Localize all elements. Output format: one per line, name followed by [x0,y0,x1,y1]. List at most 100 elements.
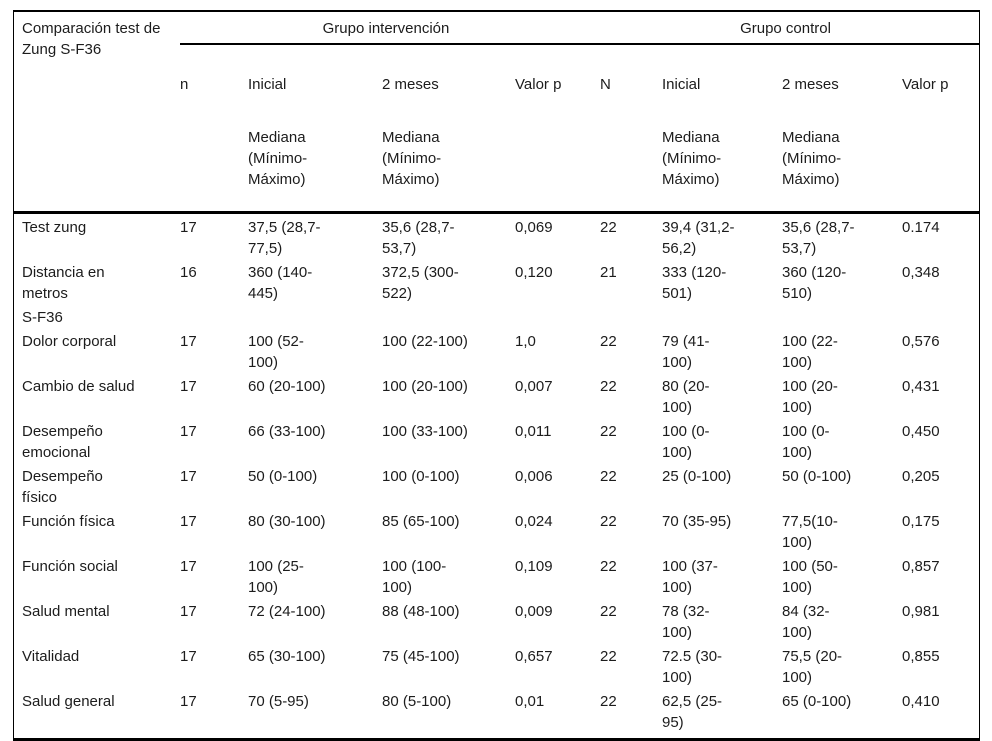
table-cell: 100 (20-100) [382,378,468,395]
table-title: Comparación test de Zung S-F36 [14,12,180,214]
table-cell [782,304,902,328]
table-cell: 100 (0- 100) [662,423,710,461]
table-cell: 0,006 [515,468,553,485]
table-header: Comparación test de Zung S-F36 Grupo int… [14,12,980,214]
table-cell [248,304,382,328]
table-cell: 100 (0-100) [382,468,460,485]
table-cell: 22 [600,333,617,350]
col-header-label: Inicial [248,76,287,93]
row-label: Salud mental [22,603,110,620]
table-cell: 66 (33-100) [248,423,326,440]
table-cell: 16 [180,264,197,281]
table-cell: 72.5 (30- 100) [662,648,723,686]
col-header-2meses-intervention: 2 meses Mediana (Mínimo- Máximo) [382,44,515,214]
table-cell: 100 (50- 100) [782,558,838,596]
table-body: Test zung 17 37,5 (28,7- 77,5) 35,6 (28,7- … [14,213,979,739]
table-cell [515,304,600,328]
table-cell: 1,0 [515,333,536,350]
row-label: Desempeño emocional [22,423,103,461]
col-header-label: 2 meses [782,76,839,93]
col-header-label: Inicial [662,76,701,93]
table-cell: 100 (37- 100) [662,558,718,596]
col-header-label: 2 meses [382,76,439,93]
row-label: Distancia en metros [22,264,105,302]
table-cell: 0.174 [902,219,940,236]
col-header-inicial-control: Inicial Mediana (Mínimo- Máximo) [662,44,782,214]
table-row: Test zung 17 37,5 (28,7- 77,5) 35,6 (28,7- … [14,213,979,260]
table-cell: 17 [180,603,197,620]
row-label: Dolor corporal [22,333,117,350]
table-cell: 50 (0-100) [782,468,852,485]
table-cell: 17 [180,648,197,665]
table-row: Función social 17 100 (25- 100) 100 (100- 1… [14,553,979,598]
table-cell: 50 (0-100) [248,468,318,485]
col-header-sublabel: Mediana (Mínimo- Máximo) [382,129,442,188]
table-row: Vitalidad 17 65 (30-100) 75 (45-100) 0,657 22… [14,643,979,688]
table-cell: 100 (100- 100) [382,558,447,596]
table-cell: 77,5(10- 100) [782,513,838,551]
table-cell: 60 (20-100) [248,378,326,395]
table-cell: 360 (140- 445) [248,264,313,302]
comparison-table: Comparación test de Zung S-F36 Grupo int… [14,12,980,739]
table-cell: 39,4 (31,2- 56,2) [662,219,735,257]
table-cell: 0,024 [515,513,553,530]
row-label: Función social [22,558,118,575]
table-cell: 100 (52- 100) [248,333,304,371]
section-row: S-F36 [14,304,979,328]
table-cell: 0,576 [902,333,940,350]
table-cell: 100 (33-100) [382,423,468,440]
table-cell: 22 [600,468,617,485]
col-header-n-control: N [600,44,662,214]
table-cell: 22 [600,693,617,710]
table-cell: 100 (0- 100) [782,423,830,461]
table-cell: 0,011 [515,423,552,440]
table-row: Salud general 17 70 (5-95) 80 (5-100) 0,01 22… [14,688,979,738]
table-cell: 22 [600,219,617,236]
table-cell: 85 (65-100) [382,513,460,530]
table-cell: 0,857 [902,558,940,575]
row-label: Función física [22,513,115,530]
group-header-row: Comparación test de Zung S-F36 Grupo int… [14,12,980,214]
table-cell: 75,5 (20- 100) [782,648,843,686]
table-cell: 84 (32- 100) [782,603,830,641]
table-row: Desempeño emocional 17 66 (33-100) 100 (33-… [14,418,979,463]
table-cell: 0,205 [902,468,940,485]
col-header-sublabel: Mediana (Mínimo- Máximo) [248,129,308,188]
col-header-valorp-intervention: Valor p [515,44,600,214]
col-header-inicial-intervention: Inicial Mediana (Mínimo- Máximo) [248,44,382,214]
table-cell: 70 (5-95) [248,693,309,710]
table-row: Desempeño físico 17 50 (0-100) 100 (0-100) 0… [14,463,979,508]
table-cell: 360 (120- 510) [782,264,847,302]
table-cell: 22 [600,558,617,575]
table-cell: 0,450 [902,423,940,440]
table-cell: 17 [180,693,197,710]
table-cell [382,304,515,328]
table-row: Cambio de salud 17 60 (20-100) 100 (20-100)… [14,373,979,418]
table-cell: 100 (22- 100) [782,333,838,371]
row-label: Cambio de salud [22,378,135,395]
table-cell: 0,009 [515,603,553,620]
table-cell: 62,5 (25- 95) [662,693,723,731]
table-row: Distancia en metros 16 360 (140- 445) 372,5… [14,259,979,304]
table-cell: 0,410 [902,693,940,710]
col-header-2meses-control: 2 meses Mediana (Mínimo- Máximo) [782,44,902,214]
col-header-sublabel: Mediana (Mínimo- Máximo) [662,129,722,188]
table-cell: 0,01 [515,693,545,710]
column-header-row: n Inicial Mediana (Mínimo- Máximo) 2 mes… [14,44,980,214]
table-cell: 0,657 [515,648,553,665]
table-cell: 72 (24-100) [248,603,326,620]
table-cell: 333 (120- 501) [662,264,727,302]
table-cell: 35,6 (28,7- 53,7) [382,219,455,257]
table-row: Función física 17 80 (30-100) 85 (65-100) 0,… [14,508,979,553]
table-cell: 75 (45-100) [382,648,460,665]
table-cell: 372,5 (300- 522) [382,264,459,302]
table-cell: 25 (0-100) [662,468,732,485]
table-cell: 17 [180,558,197,575]
table-cell: 0,069 [515,219,553,236]
table-cell [180,304,248,328]
table-cell [902,304,979,328]
col-header-label: n [180,76,189,93]
table-cell: 80 (30-100) [248,513,326,530]
table-cell: 0,431 [902,378,940,395]
table-cell: 17 [180,468,197,485]
